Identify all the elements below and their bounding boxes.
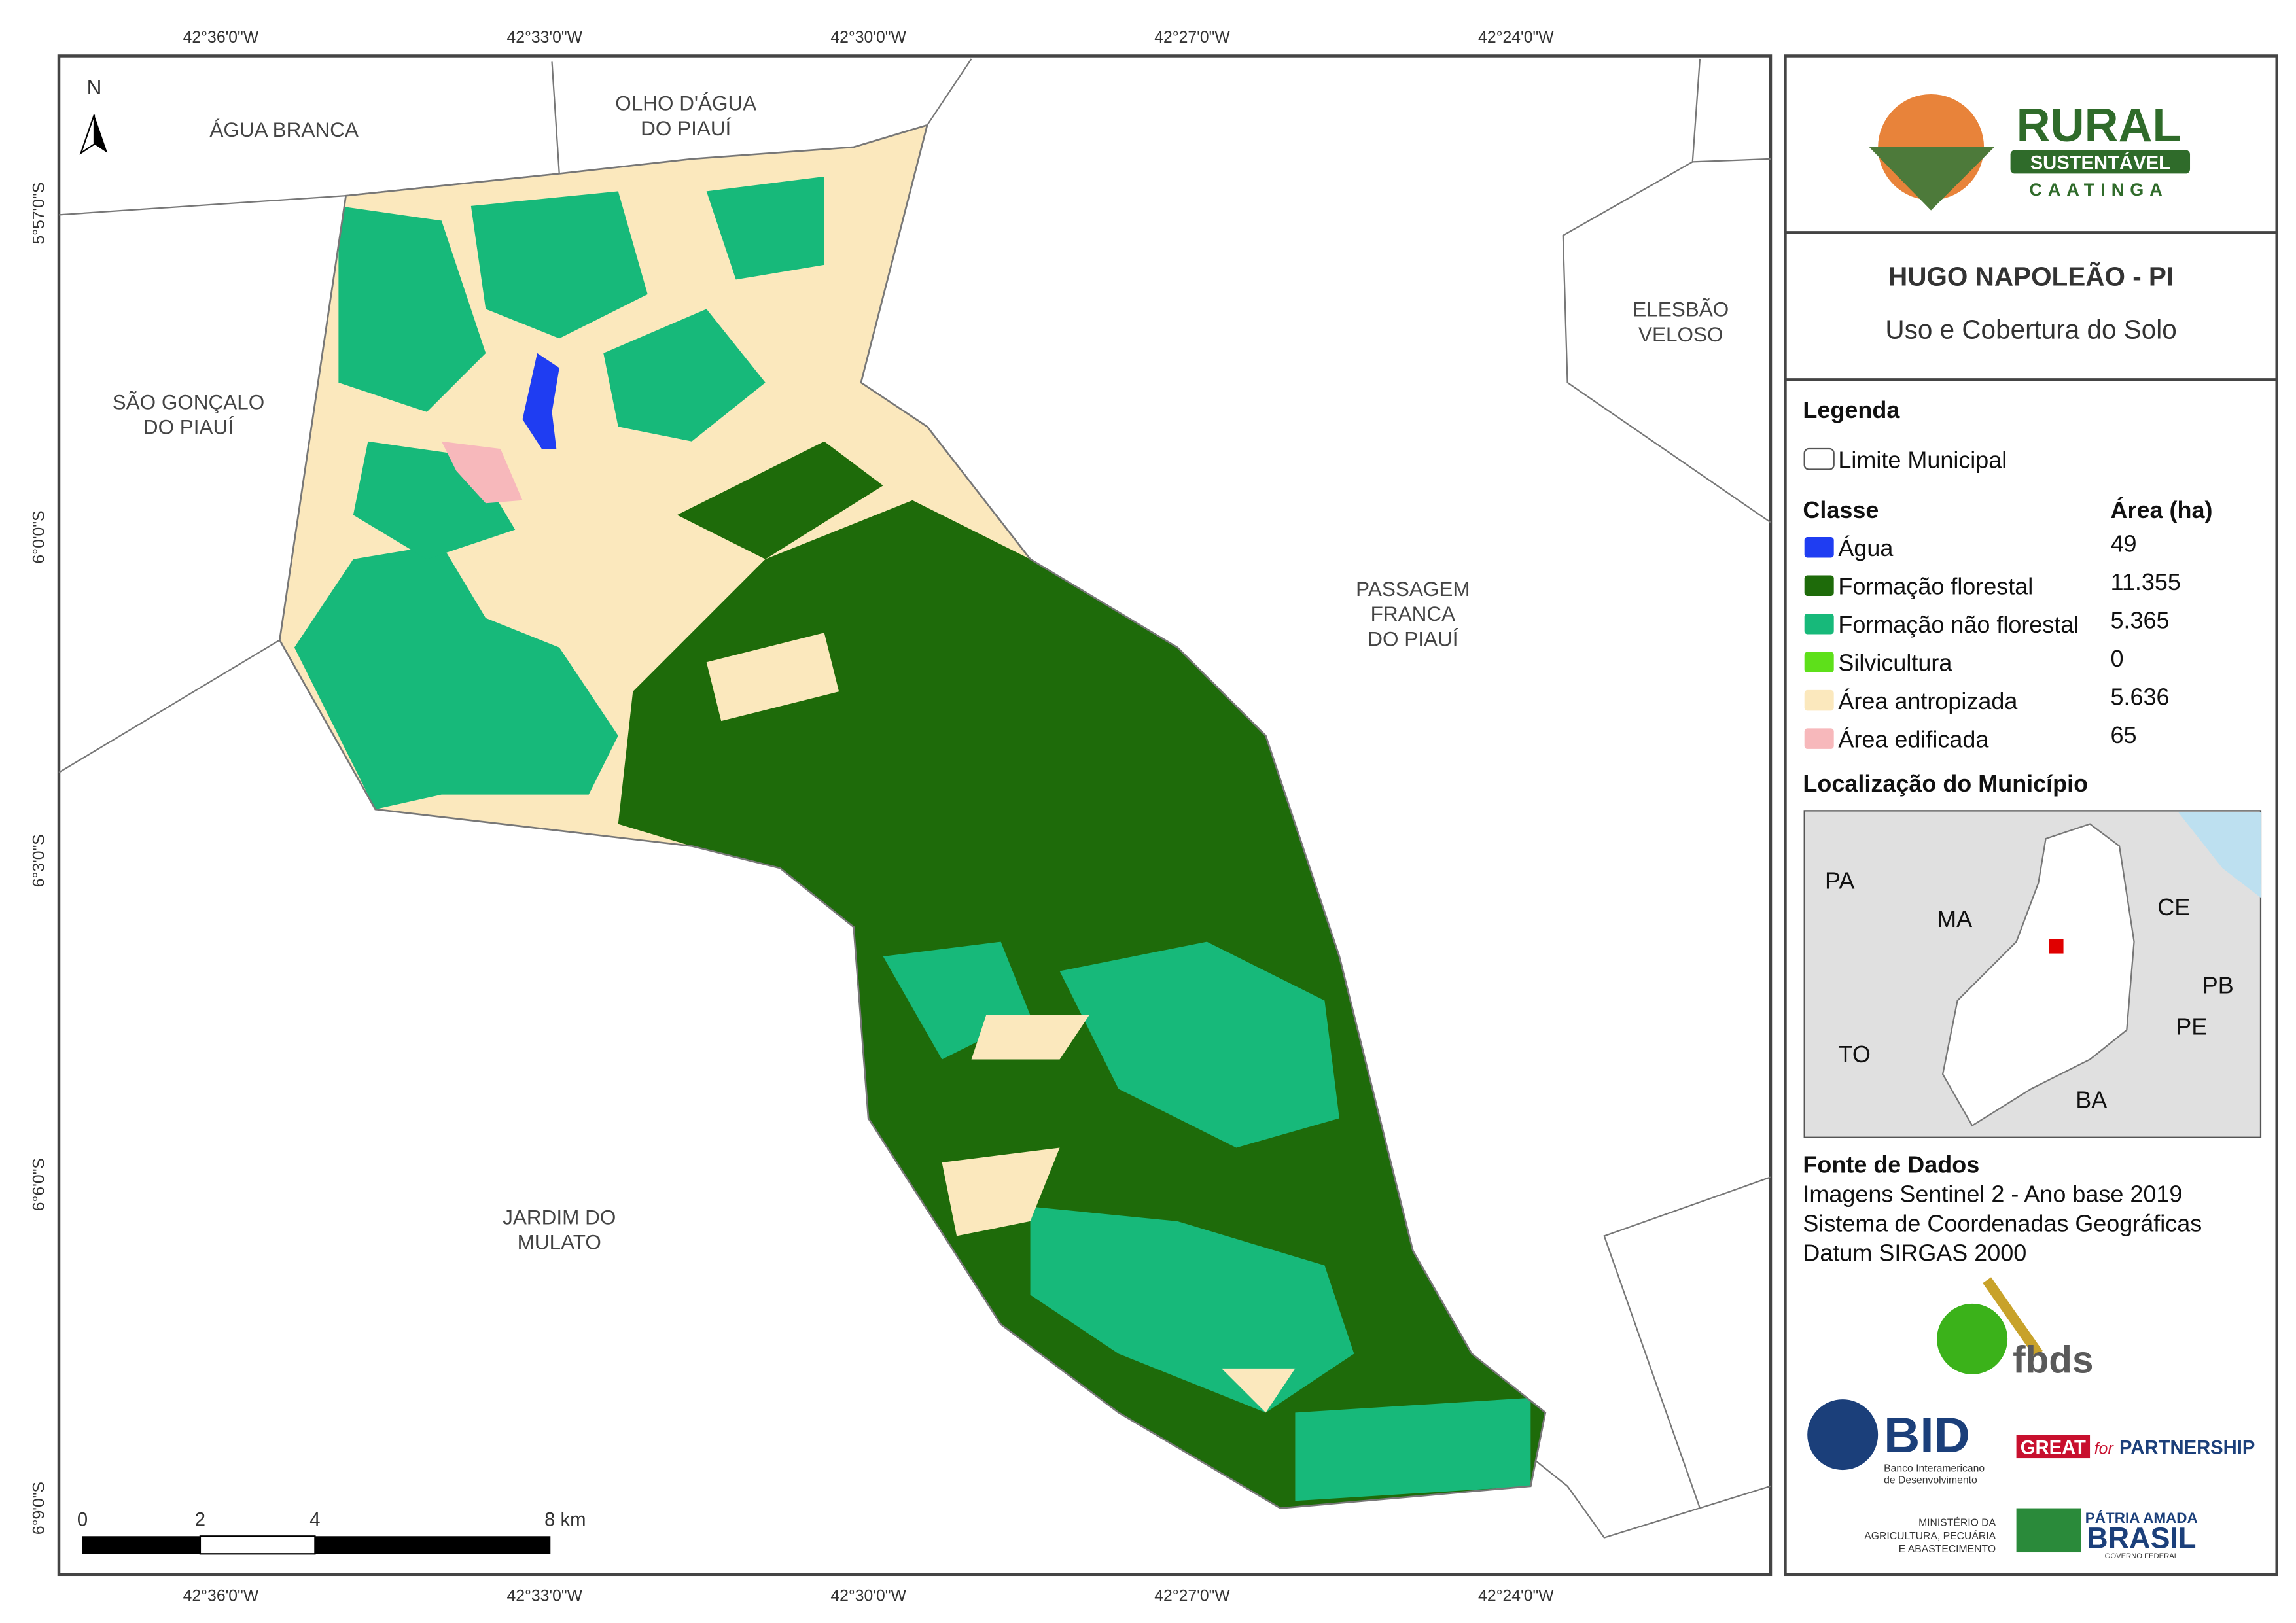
boundary-label: Limite Municipal (1838, 446, 2007, 473)
longitude-label: 42°33'0"W (507, 29, 583, 46)
location-title: Localização do Município (1803, 770, 2088, 797)
legend-title: Legenda (1803, 396, 1900, 423)
state-label: PA (1825, 867, 1854, 894)
great-partnership: PARTNERSHIP (2119, 1437, 2255, 1458)
scale-label: 8 km (544, 1510, 586, 1531)
north-arrow: N (79, 75, 108, 155)
longitude-label: 42°24'0"W (1478, 1587, 1554, 1605)
source-line: Datum SIRGAS 2000 (1803, 1240, 2026, 1266)
longitude-label: 42°27'0"W (1154, 29, 1230, 46)
scale-label: 4 (309, 1510, 320, 1531)
class-name: Formação florestal (1838, 573, 2033, 600)
class-name: Formação não florestal (1838, 611, 2079, 638)
gov: GOVERNO FEDERAL (2105, 1552, 2178, 1560)
great: GREAT (2021, 1437, 2086, 1458)
map-frame: N (57, 54, 1773, 1577)
source-line: Sistema de Coordenadas Geográficas (1803, 1210, 2202, 1237)
scale-label: 0 (77, 1510, 88, 1531)
fbds-name: fbds (2013, 1339, 2093, 1382)
legend-classes: Água 49 Formação florestal 11.355 Formação n… (1804, 530, 2181, 753)
ministry-line: MINISTÉRIO DA (1918, 1516, 1996, 1529)
class-area: 49 (2111, 530, 2137, 557)
longitude-label: 42°30'0"W (830, 29, 906, 46)
boundary-swatch (1803, 447, 1835, 470)
municipal-boundary (278, 124, 1547, 1509)
neighbor-label: JARDIM DO (503, 1205, 616, 1229)
neighbor-label: VELOSO (1638, 323, 1723, 346)
logo-region: CAATINGA (2029, 180, 2168, 200)
neighbor-label: DO PIAUÍ (143, 415, 234, 439)
bid-line: de Desenvolvimento (1884, 1475, 1977, 1486)
class-area: 65 (2111, 722, 2137, 748)
neighbor-label: FRANCA (1371, 602, 1455, 625)
latitude-label: 6°6'0"S (31, 1158, 48, 1211)
location-inset (1803, 810, 2262, 1138)
longitude-label: 42°30'0"W (830, 1587, 906, 1605)
class-swatch (1804, 652, 1834, 672)
neighbor-label: DO PIAUÍ (1368, 627, 1458, 650)
class-swatch (1804, 537, 1834, 558)
state-label: CE (2157, 894, 2190, 920)
latitude-label: 6°0'0"S (31, 510, 48, 563)
legend-panel: RURAL SUSTENTÁVEL CAATINGA HUGO NAPOLEÃO… (1784, 54, 2278, 1577)
longitude-label: 42°24'0"W (1478, 29, 1554, 46)
ministry-line: AGRICULTURA, PECUÁRIA (1864, 1529, 1996, 1542)
brasil: BRASIL (2087, 1521, 2196, 1554)
class-name: Silvicultura (1838, 650, 1952, 676)
state-label: BA (2075, 1087, 2107, 1113)
logo-sub: SUSTENTÁVEL (2030, 152, 2170, 174)
class-area: 11.355 (2111, 568, 2181, 595)
class-area: 5.365 (2111, 606, 2170, 633)
class-area: 0 (2111, 645, 2124, 672)
neighbor-label: DO PIAUÍ (641, 116, 731, 140)
longitude-label: 42°27'0"W (1154, 1587, 1230, 1605)
state-label: PB (2202, 971, 2234, 998)
neighbor-label: SÃO GONÇALO (113, 390, 265, 413)
class-name: Área edificada (1838, 726, 1988, 753)
bid-logo (1807, 1399, 1879, 1471)
source-line: Imagens Sentinel 2 - Ano base 2019 (1803, 1181, 2182, 1208)
logo-name: RURAL (2017, 99, 2181, 152)
sources: Imagens Sentinel 2 - Ano base 2019Sistem… (1803, 1181, 2202, 1266)
scale-bar (82, 1535, 551, 1555)
north-label: N (87, 75, 102, 99)
class-swatch (1804, 575, 1834, 596)
class-swatch (1804, 613, 1834, 635)
scale-label: 2 (195, 1510, 205, 1531)
class-name: Área antropizada (1838, 688, 2017, 714)
state-label: TO (1839, 1041, 1871, 1068)
neighbor-label: ÁGUA BRANCA (209, 118, 358, 141)
bid-name: BID (1884, 1408, 1970, 1463)
class-swatch (1804, 728, 1834, 749)
state-labels: PA MA CE PB PE TO BA (1825, 867, 2234, 1113)
bid-line: Banco Interamericano (1884, 1463, 1985, 1474)
state-label: MA (1937, 905, 1972, 932)
sources-title: Fonte de Dados (1803, 1151, 1979, 1178)
neighbor-label: ELESBÃO (1633, 298, 1729, 321)
class-swatch (1804, 689, 1834, 711)
fbds-logo (1937, 1303, 2008, 1374)
latitude-label: 5°57'0"S (31, 183, 48, 245)
title: HUGO NAPOLEÃO - PI (1888, 261, 2174, 291)
longitude-label: 42°36'0"W (183, 29, 259, 46)
great-for: for (2094, 1440, 2115, 1457)
latitude-label: 6°9'0"S (31, 1482, 48, 1535)
longitude-label: 42°36'0"W (183, 1587, 259, 1605)
ministry-line: E ABASTECIMENTO (1899, 1544, 1996, 1555)
brasil-top: PÁTRIA AMADA (2085, 1510, 2198, 1526)
area-header: Área (ha) (2111, 497, 2213, 523)
neighbor-label: MULATO (518, 1230, 601, 1254)
longitude-label: 42°33'0"W (507, 1587, 583, 1605)
neighbor-label: PASSAGEM (1356, 577, 1470, 601)
latitude-label: 6°3'0"S (31, 834, 48, 887)
state-label: PE (2176, 1013, 2207, 1039)
class-name: Água (1838, 534, 1893, 561)
class-header: Classe (1803, 497, 1879, 523)
class-area: 5.636 (2111, 683, 2170, 710)
subtitle: Uso e Cobertura do Solo (1885, 314, 2176, 344)
neighbor-label: OLHO D'ÁGUA (615, 92, 756, 115)
